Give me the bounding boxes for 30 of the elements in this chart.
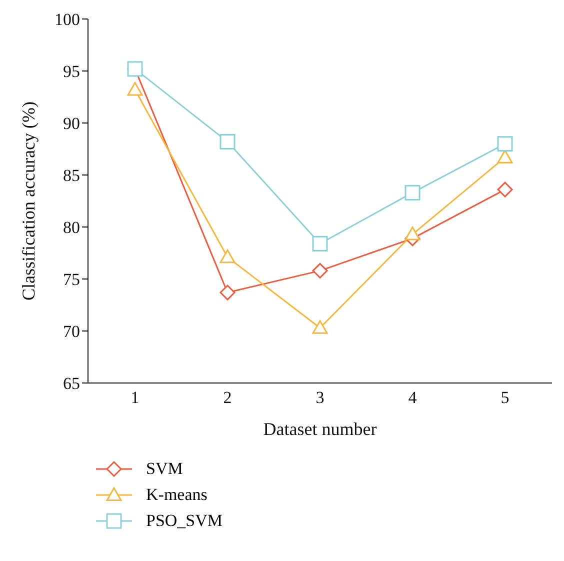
point — [220, 249, 236, 264]
legend-label: K-means — [146, 485, 208, 505]
point — [497, 136, 513, 152]
point — [497, 182, 513, 198]
point — [312, 320, 328, 334]
y-tick-label: 85 — [63, 166, 80, 186]
point — [312, 262, 328, 278]
x-axis-title: Dataset number — [263, 419, 377, 439]
y-axis-title: Classification accuracy (%) — [18, 102, 38, 300]
point — [404, 226, 420, 240]
point — [404, 184, 420, 200]
legend-label: SVM — [146, 459, 183, 479]
point — [127, 82, 143, 96]
x-tick-label: 5 — [500, 388, 510, 408]
point — [220, 284, 236, 300]
x-tick-label: 1 — [130, 388, 140, 408]
x-tick-label: 4 — [408, 388, 418, 408]
y-tick-label: 90 — [63, 114, 80, 134]
legend-label: PSO_SVM — [146, 511, 223, 531]
y-tick-label: 100 — [54, 10, 80, 30]
point — [497, 150, 513, 164]
y-tick-label: 75 — [63, 270, 80, 290]
y-tick-label: 65 — [63, 374, 80, 394]
point — [312, 236, 328, 252]
x-tick-label: 3 — [316, 388, 324, 408]
y-tick-label: 70 — [63, 322, 80, 342]
x-tick-label: 2 — [223, 388, 232, 408]
point — [220, 134, 236, 150]
y-tick-label: 80 — [63, 218, 80, 238]
y-tick-label: 95 — [63, 62, 80, 82]
